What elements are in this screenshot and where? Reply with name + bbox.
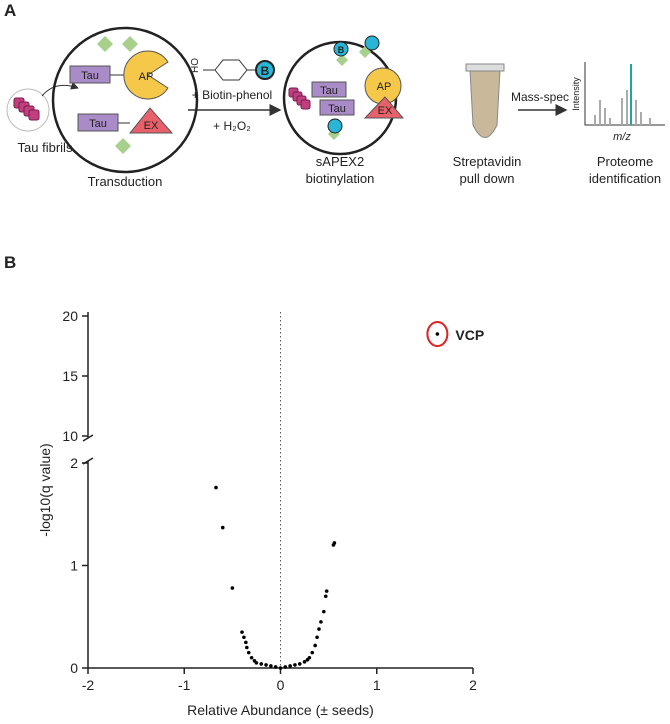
reagent-label: + H₂O₂ [213,119,251,133]
intensity-label: Intensity [571,77,581,111]
cell [51,26,199,174]
tau-box [319,99,355,116]
point [242,635,246,640]
step-label: sAPEX2 [316,154,364,169]
step-label: pull down [460,171,515,186]
x-axis-label: Relative Abundance (± seeds) [187,702,374,718]
arrow [41,81,79,97]
ap-shape [123,50,169,100]
point [302,660,307,664]
point [307,655,312,660]
point [269,664,273,668]
fibril-label: Tau fibrils [18,140,73,155]
point [332,541,337,545]
panel-b: B 0 1 2 10 15 20 -2 -1 0 1 2 Relative Abundance (± … [4,253,484,718]
fibril-circle [6,88,50,132]
tau-text: Tau [328,103,346,115]
fibril-icon [288,87,311,110]
tau-text: Tau [89,118,107,130]
spectrum-peaks [594,90,651,125]
ex-shape [363,96,405,119]
point [214,485,218,490]
point [313,643,317,648]
biotin-text: B [261,64,270,78]
mz-label: m/z [613,131,631,143]
point [297,662,302,666]
x-tick-label: -1 [178,677,191,693]
point [254,661,259,665]
step-label: Proteome [597,154,653,169]
mass-spec-label: Mass-spec [511,90,569,104]
point [245,645,249,650]
point [315,635,319,640]
point [288,664,292,668]
point [240,630,244,634]
diamonds [97,36,138,154]
y-tick-label: 2 [70,455,78,471]
spectrum-axes [584,62,665,126]
biotin-group [327,35,380,140]
step-label: identification [589,171,661,186]
x-tick-label: 0 [277,677,285,693]
point [244,640,248,645]
biotin-icon [255,60,275,80]
tau-text: Tau [320,85,338,97]
y-tick-label: 20 [62,308,78,324]
panel-label: B [4,253,16,272]
point [435,332,440,336]
ex-text: EX [378,105,393,117]
tube [469,69,501,138]
ex-text: EX [144,120,159,132]
annotation-circle [426,321,449,347]
point [324,589,329,593]
point [310,650,315,655]
biotin-text: B [338,45,345,55]
point [273,665,278,669]
tau-box [311,81,347,98]
point [264,663,268,667]
point [283,665,288,669]
x-tick-label: 1 [373,677,381,693]
tube-cap [465,63,505,72]
ap-text: AP [139,71,154,83]
point [322,609,326,614]
y-tick-label: 10 [62,428,78,444]
y-tick-label: 0 [70,660,78,676]
panel-label: A [4,1,16,20]
x-tick-label: 2 [469,677,477,693]
y-axis-label: -log10(q value) [37,443,53,536]
ho-text: HO [190,58,201,73]
step-label: Streptavidin [453,154,522,169]
point [246,650,251,655]
point [323,594,328,599]
annotation-label: VCP [455,327,484,343]
point [278,666,283,670]
point [317,627,321,631]
panel-a: A Tau fibrils Tau AP Tau EX Transduction… [4,1,665,189]
x-tick-label: -2 [82,677,95,693]
point [293,663,297,667]
ex-shape [128,107,174,134]
point [249,655,254,660]
axis-break [82,434,94,442]
reagent-label: + Biotin-phenol [192,88,272,102]
y-tick-label: 15 [62,368,78,384]
benzene [214,59,248,81]
point [319,620,323,624]
tau-text: Tau [81,70,99,82]
fibril-icon [13,97,40,121]
point [220,525,225,530]
step-label: biotinylation [306,171,375,186]
point [259,662,264,666]
ap-text: AP [377,81,392,93]
point [230,586,235,590]
step-label: Transduction [88,174,163,189]
y-tick-label: 1 [70,558,78,574]
